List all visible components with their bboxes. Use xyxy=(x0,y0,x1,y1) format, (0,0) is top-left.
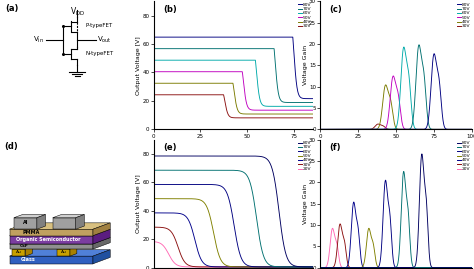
Polygon shape xyxy=(37,214,46,229)
Text: N-typeFET: N-typeFET xyxy=(86,51,114,56)
Text: PMMA: PMMA xyxy=(22,229,40,235)
Legend: 80V, 70V, 60V, 50V, 40V, 30V, 20V: 80V, 70V, 60V, 50V, 40V, 30V, 20V xyxy=(298,140,312,172)
Polygon shape xyxy=(14,214,46,218)
Polygon shape xyxy=(53,218,76,229)
Polygon shape xyxy=(12,249,26,256)
Text: CsF: CsF xyxy=(19,244,28,248)
Y-axis label: Output Voltage [V]: Output Voltage [V] xyxy=(136,36,141,95)
Polygon shape xyxy=(9,229,110,236)
Text: P-typeFET: P-typeFET xyxy=(86,23,113,27)
Polygon shape xyxy=(9,238,110,244)
Y-axis label: Voltage Gain: Voltage Gain xyxy=(303,183,308,224)
Text: (e): (e) xyxy=(163,143,177,153)
Polygon shape xyxy=(93,250,110,264)
Polygon shape xyxy=(93,238,110,249)
Text: Au: Au xyxy=(16,250,22,254)
Text: Al: Al xyxy=(23,220,28,225)
Polygon shape xyxy=(57,249,70,256)
Polygon shape xyxy=(9,256,93,264)
Legend: 80V, 70V, 60V, 50V, 40V, 30V, 20V: 80V, 70V, 60V, 50V, 40V, 30V, 20V xyxy=(457,140,471,172)
Polygon shape xyxy=(76,214,84,229)
X-axis label: Input Voltage [V]: Input Voltage [V] xyxy=(207,140,260,145)
Text: V$_{\rm in}$: V$_{\rm in}$ xyxy=(33,35,44,45)
Polygon shape xyxy=(14,218,37,229)
X-axis label: Input Voltage [V]: Input Voltage [V] xyxy=(369,140,422,145)
Polygon shape xyxy=(9,236,93,244)
Polygon shape xyxy=(70,246,77,256)
Text: V$_{\rm DD}$: V$_{\rm DD}$ xyxy=(70,5,85,18)
Text: (d): (d) xyxy=(4,142,18,151)
Text: (f): (f) xyxy=(329,143,341,153)
Text: Glass: Glass xyxy=(21,257,36,262)
Text: V$_{\rm out}$: V$_{\rm out}$ xyxy=(97,35,112,45)
Legend: 80V, 70V, 60V, 50V, 40V, 30V: 80V, 70V, 60V, 50V, 40V, 30V xyxy=(298,2,312,29)
Text: Organic Semiconductor: Organic Semiconductor xyxy=(16,237,81,242)
Polygon shape xyxy=(93,229,110,244)
Polygon shape xyxy=(9,229,93,236)
Y-axis label: Output Voltage [V]: Output Voltage [V] xyxy=(136,174,141,233)
Y-axis label: Voltage Gain: Voltage Gain xyxy=(303,45,308,86)
Polygon shape xyxy=(57,246,77,249)
Polygon shape xyxy=(93,223,110,236)
Text: (b): (b) xyxy=(163,5,177,14)
Polygon shape xyxy=(9,250,110,256)
Polygon shape xyxy=(53,214,84,218)
Polygon shape xyxy=(9,244,93,249)
Legend: 80V, 70V, 60V, 50V, 40V, 30V: 80V, 70V, 60V, 50V, 40V, 30V xyxy=(457,2,471,29)
Polygon shape xyxy=(9,223,110,229)
Text: (a): (a) xyxy=(5,4,18,13)
Polygon shape xyxy=(26,246,32,256)
Polygon shape xyxy=(12,246,32,249)
Text: (c): (c) xyxy=(329,5,342,14)
Text: Au: Au xyxy=(61,250,66,254)
